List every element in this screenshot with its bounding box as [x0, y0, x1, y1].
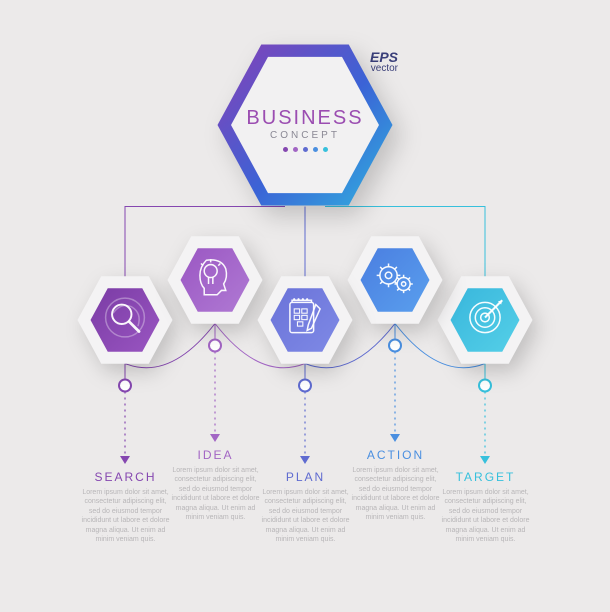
eps-line2: vector: [370, 64, 398, 74]
main-subtitle-text: CONCEPT: [231, 130, 379, 141]
main-title-block: BUSINESS CONCEPT: [231, 107, 379, 152]
accent-dot: [283, 147, 288, 152]
step-title: IDEA: [168, 448, 263, 462]
step-description: Lorem ipsum dolor sit amet, consectetur …: [258, 488, 353, 545]
main-title-text: BUSINESS: [231, 107, 379, 130]
magnifier-icon: [99, 292, 151, 349]
accent-dot: [323, 147, 328, 152]
eps-line1: EPS: [370, 50, 398, 64]
step-title: TARGET: [438, 470, 533, 484]
step-title: SEARCH: [78, 470, 173, 484]
gears-icon: [369, 252, 421, 309]
bulb-head-icon: [189, 252, 241, 309]
step-label-plan: PLAN Lorem ipsum dolor sit amet, consecte…: [258, 470, 353, 545]
accent-dot: [293, 147, 298, 152]
eps-vector-badge: EPS vector: [370, 50, 398, 74]
accent-dot: [303, 147, 308, 152]
step-description: Lorem ipsum dolor sit amet, consectetur …: [168, 466, 263, 523]
target-icon: [459, 292, 511, 349]
accent-dot: [313, 147, 318, 152]
step-label-action: ACTION Lorem ipsum dolor sit amet, consec…: [348, 448, 443, 523]
step-description: Lorem ipsum dolor sit amet, consectetur …: [438, 488, 533, 545]
step-description: Lorem ipsum dolor sit amet, consectetur …: [78, 488, 173, 545]
step-label-search: SEARCH Lorem ipsum dolor sit amet, consec…: [78, 470, 173, 545]
step-label-idea: IDEA Lorem ipsum dolor sit amet, consecte…: [168, 448, 263, 523]
step-description: Lorem ipsum dolor sit amet, consectetur …: [348, 466, 443, 523]
main-dots: [231, 147, 379, 152]
step-label-target: TARGET Lorem ipsum dolor sit amet, consec…: [438, 470, 533, 545]
clipboard-icon: [279, 292, 331, 349]
infographic-stage: EPS vector BUSINESS CONCEPT: [0, 0, 610, 612]
step-title: PLAN: [258, 470, 353, 484]
step-title: ACTION: [348, 448, 443, 462]
